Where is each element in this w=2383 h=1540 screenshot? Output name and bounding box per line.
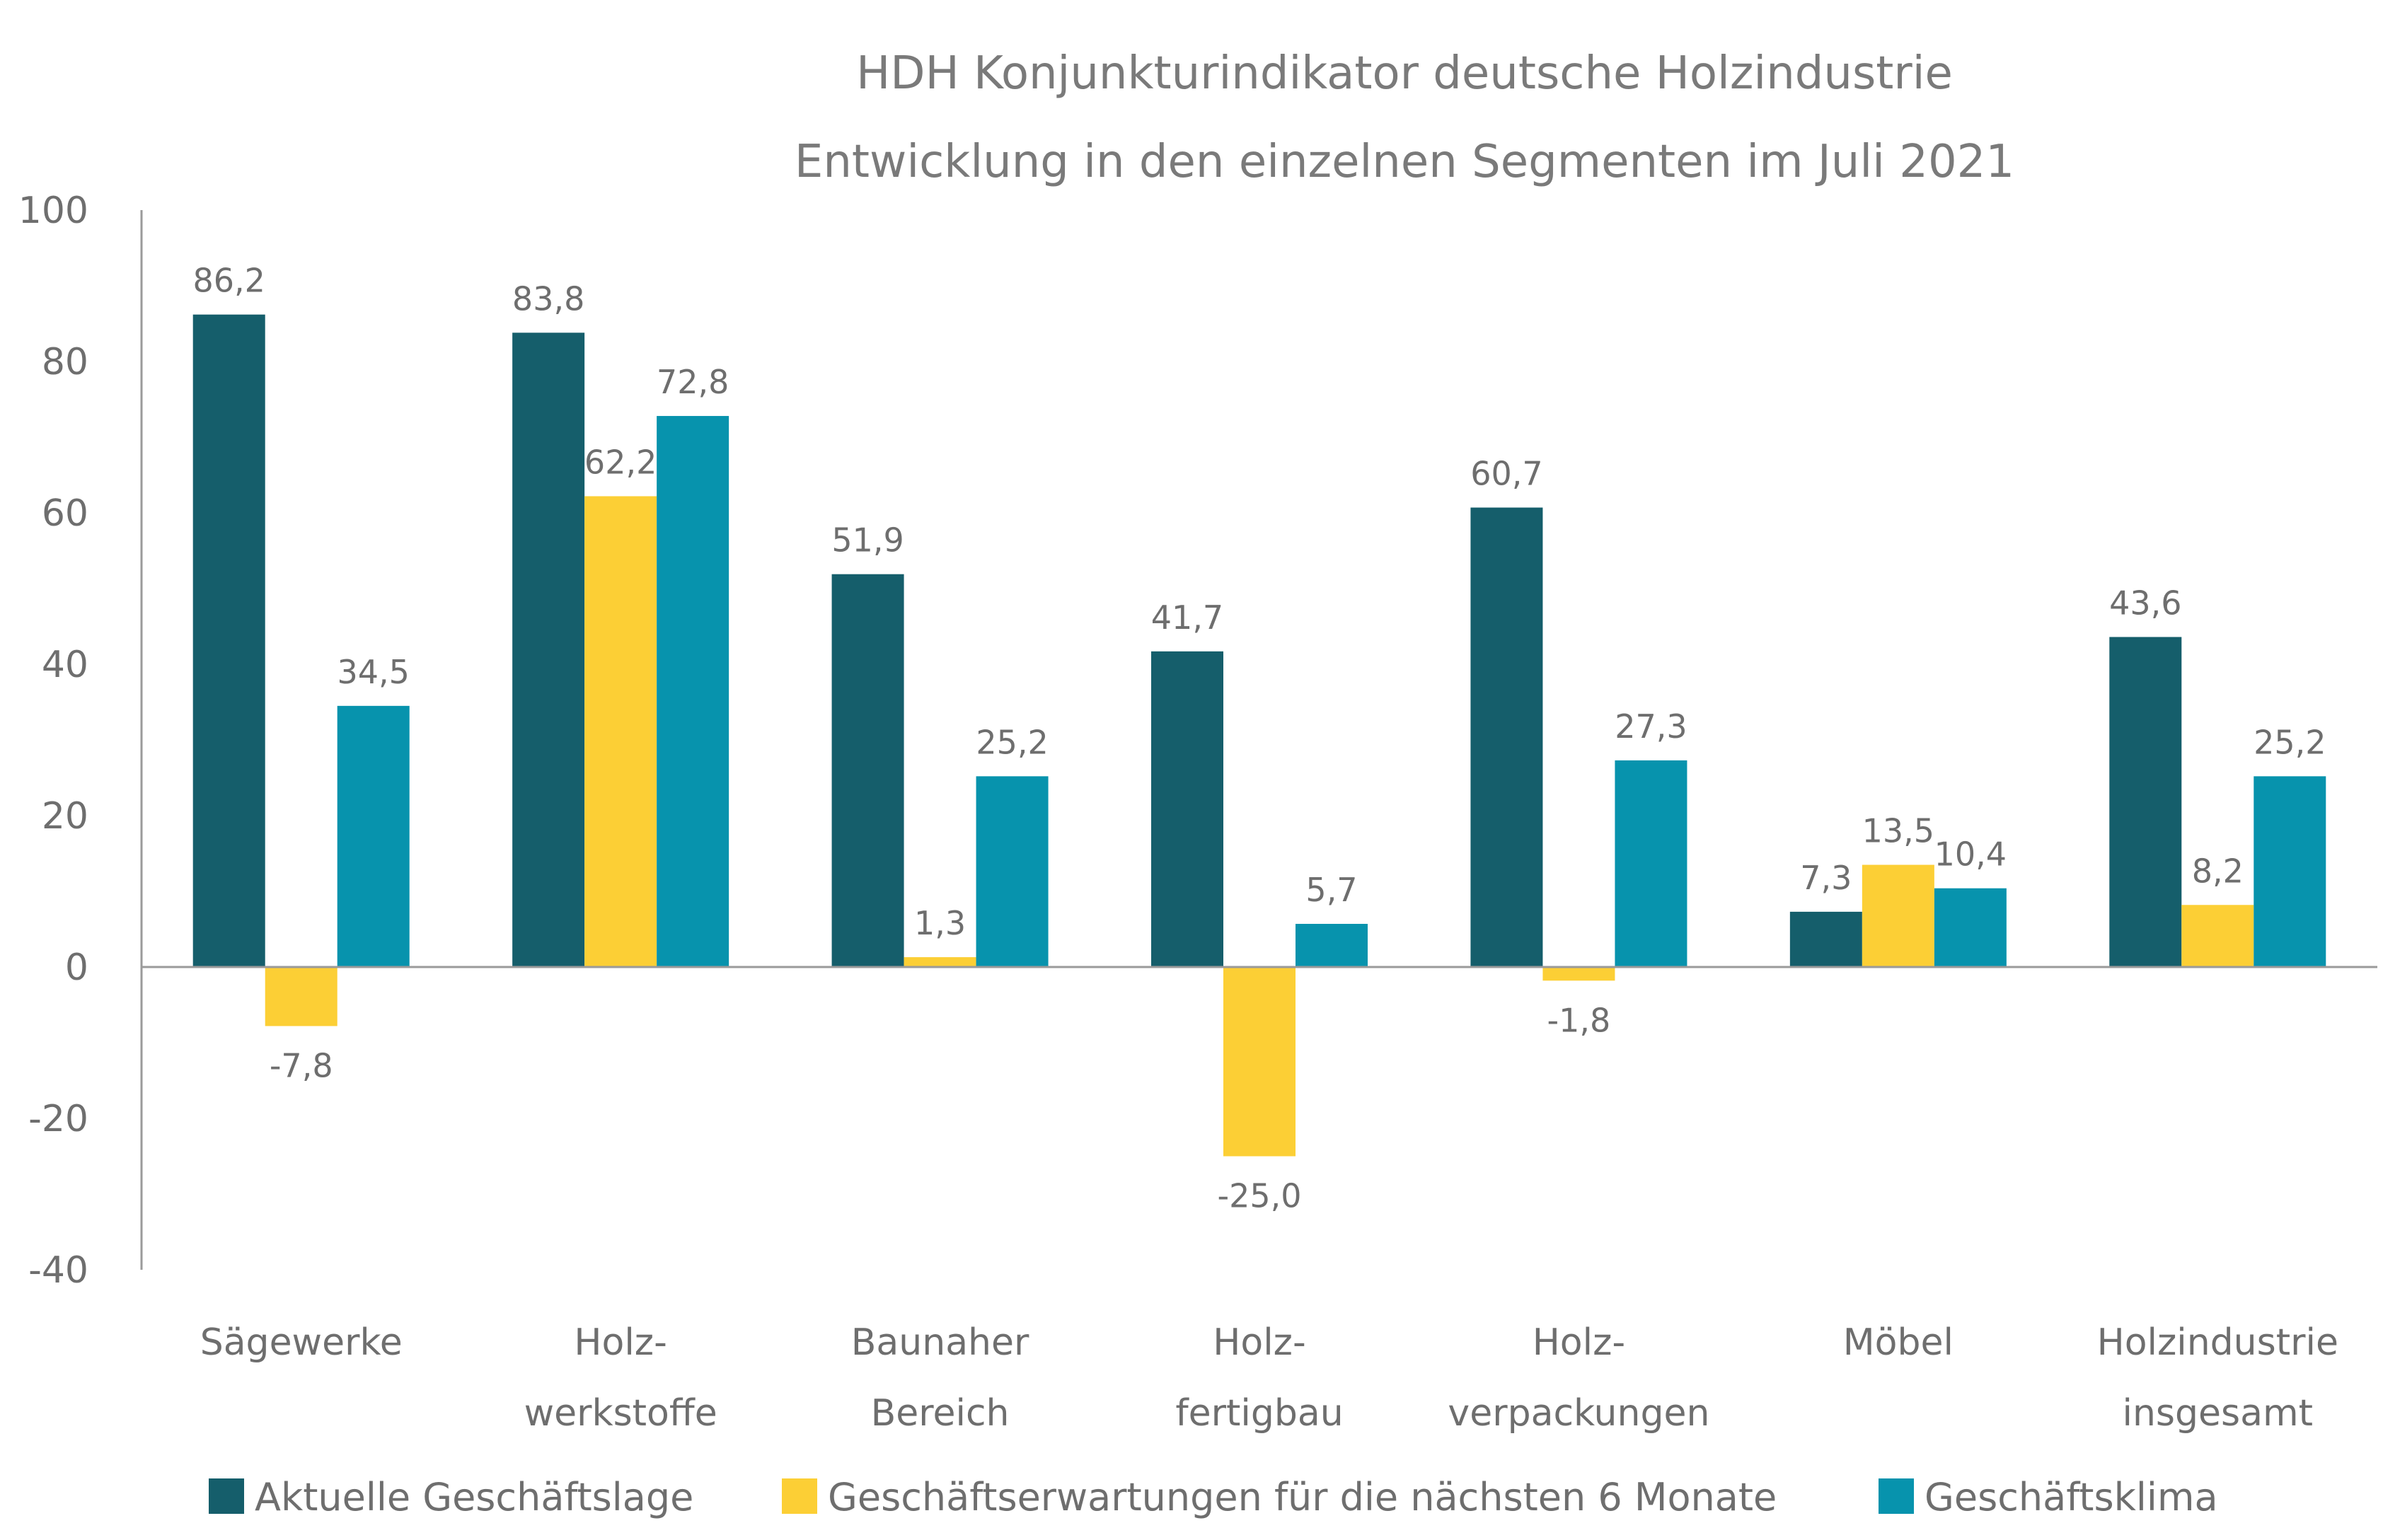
- x-tick-label: Holzindustrie: [2097, 1321, 2338, 1364]
- data-label: -7,8: [270, 1046, 333, 1084]
- legend-swatch: [782, 1478, 817, 1514]
- chart-title-line: Entwicklung in den einzelnen Segmenten i…: [795, 136, 2014, 188]
- legend-swatch: [1879, 1478, 1914, 1514]
- bar: [584, 496, 657, 967]
- bar: [1789, 911, 1862, 967]
- data-label: 7,3: [1800, 859, 1852, 897]
- x-tick-label: Holz-: [1213, 1321, 1305, 1364]
- data-label: 86,2: [193, 262, 265, 300]
- data-label: 60,7: [1470, 455, 1542, 493]
- y-tick-label: 100: [18, 190, 88, 232]
- bar: [831, 574, 904, 967]
- data-label: -1,8: [1547, 1001, 1611, 1039]
- bar: [2109, 637, 2182, 967]
- x-axis: Sägewerke Holz-werkstoffe Baunaher Bereich H…: [142, 966, 2377, 1435]
- y-tick-label: 0: [65, 946, 88, 989]
- y-tick-label: -20: [28, 1098, 88, 1140]
- data-label: 72,8: [657, 363, 729, 401]
- data-label: 41,7: [1151, 598, 1223, 637]
- bar: [1223, 967, 1296, 1157]
- bars: [192, 314, 2326, 1157]
- data-label: 43,6: [2109, 584, 2181, 622]
- x-tick-label: Möbel: [1843, 1321, 1954, 1364]
- bar: [1862, 864, 1934, 967]
- data-label: 25,2: [2254, 723, 2326, 761]
- x-tick-label: Sägewerke: [200, 1321, 403, 1364]
- bar: [1470, 507, 1543, 967]
- x-tick-label: Holz-: [574, 1321, 667, 1364]
- data-label: 10,4: [1934, 835, 2007, 874]
- legend-label: Geschäftserwartungen für die nächsten 6 …: [828, 1475, 1777, 1519]
- x-tick-label: Baunaher: [851, 1321, 1029, 1364]
- x-tick-label: werkstoffe: [524, 1392, 717, 1435]
- data-label: 51,9: [831, 521, 904, 560]
- bar: [1934, 888, 2007, 967]
- bar: [1542, 967, 1615, 981]
- data-label: 25,2: [976, 723, 1048, 761]
- x-tick-label: verpackungen: [1448, 1392, 1709, 1435]
- legend-label: Geschäftsklima: [1925, 1475, 2218, 1519]
- y-tick-label: 20: [42, 795, 88, 838]
- data-label: 13,5: [1862, 812, 1934, 850]
- y-tick-label: 60: [42, 492, 88, 535]
- data-label: 27,3: [1615, 707, 1687, 746]
- bar: [976, 776, 1049, 967]
- bar: [265, 967, 337, 1026]
- legend-swatch: [209, 1478, 244, 1514]
- bar: [337, 705, 410, 967]
- chart-title: HDH Konjunkturindikator deutsche Holzind…: [795, 47, 2014, 188]
- legend: Aktuelle Geschäftslage Geschäftserwartung…: [209, 1475, 2218, 1519]
- data-labels: 86,2 -7,8 34,5 83,8 62,2 72,8 51,9 1,3 25,2 41,7 -…: [193, 262, 2326, 1215]
- bar: [1151, 651, 1223, 967]
- bar: [512, 332, 585, 968]
- bar: [657, 416, 729, 967]
- data-label: 83,8: [512, 279, 584, 318]
- bar: [2254, 776, 2326, 967]
- legend-label: Aktuelle Geschäftslage: [255, 1475, 693, 1519]
- y-tick-label: -40: [28, 1249, 88, 1292]
- y-tick-label: 40: [42, 644, 88, 686]
- bar: [192, 314, 265, 967]
- data-label: -25,0: [1217, 1177, 1301, 1215]
- x-tick-label: Holz-: [1533, 1321, 1625, 1364]
- data-label: 34,5: [337, 653, 410, 691]
- y-axis: 100 80 60 40 20 0 -20 -40: [18, 190, 143, 1292]
- data-label: 8,2: [2192, 852, 2244, 890]
- data-label: 5,7: [1305, 871, 1357, 909]
- data-label: 62,2: [584, 443, 657, 481]
- data-label: 1,3: [914, 904, 966, 942]
- y-tick-label: 80: [42, 341, 88, 383]
- bar: [1615, 760, 1687, 967]
- bar: [1296, 924, 1368, 967]
- x-tick-label: Bereich: [871, 1392, 1010, 1435]
- chart-title-line: HDH Konjunkturindikator deutsche Holzind…: [856, 47, 1953, 100]
- bar: [2181, 905, 2254, 967]
- x-tick-label: insgesamt: [2123, 1392, 2314, 1435]
- x-tick-label: fertigbau: [1175, 1392, 1343, 1435]
- bar: [904, 957, 976, 967]
